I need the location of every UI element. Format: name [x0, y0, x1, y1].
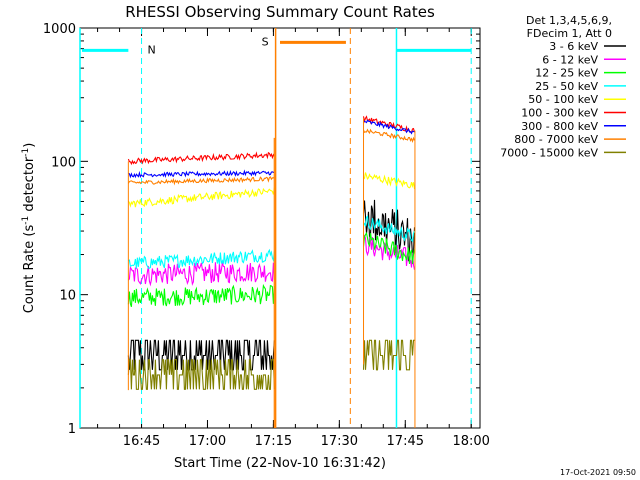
legend: Det 1,3,4,5,6,9,FDecim 1, Att 03 - 6 keV… — [500, 14, 626, 159]
legend-entry-label: 12 - 25 keV — [535, 67, 598, 80]
flag-label-n: N — [148, 43, 156, 56]
legend-entry-label: 25 - 50 keV — [535, 80, 598, 93]
series-line — [127, 262, 275, 287]
series-line — [362, 231, 416, 265]
series-line — [127, 359, 275, 390]
x-axis-label: Start Time (22-Nov-10 16:31:42) — [174, 456, 386, 471]
legend-entry-label: 3 - 6 keV — [549, 40, 598, 53]
x-tick-label: 18:00 — [452, 434, 489, 449]
series-line — [362, 199, 416, 262]
flag-label-s: S — [262, 35, 269, 48]
series-line — [363, 214, 415, 243]
y-axis-label-part: ) — [22, 143, 37, 148]
x-tick-label: 17:30 — [321, 434, 358, 449]
legend-entry-label: 100 - 300 keV — [521, 107, 598, 120]
series-line — [127, 151, 275, 166]
y-axis-label-superscript: -1 — [21, 216, 31, 225]
legend-entry-label: 50 - 100 keV — [528, 93, 598, 106]
series-line — [363, 172, 416, 190]
x-tick-label: 17:00 — [189, 434, 226, 449]
series-line — [128, 248, 275, 269]
series-line — [127, 176, 275, 186]
legend-entry-label: 7000 - 15000 keV — [500, 146, 598, 159]
y-tick-label: 1 — [68, 422, 76, 437]
x-tick-label: 17:45 — [387, 434, 424, 449]
series-line — [362, 128, 416, 143]
plot-area: 1 10 100 1000 16:45 17:00 17:15 17:30 17:45 18:00… — [43, 22, 490, 449]
y-tick-label: 100 — [51, 155, 76, 170]
y-tick-label: 1000 — [43, 22, 76, 37]
chart-title: RHESSI Observing Summary Count Rates — [125, 3, 435, 21]
legend-header: FDecim 1, Att 0 — [527, 27, 612, 40]
y-tick-label: 10 — [59, 289, 76, 304]
y-axis-label-superscript: -1 — [21, 148, 31, 157]
series-line — [362, 115, 416, 134]
series-line — [128, 169, 275, 179]
series-line — [362, 339, 415, 371]
legend-entry-label: 6 - 12 keV — [542, 53, 598, 66]
y-axis-label: Count Rate (s-1 detector-1) — [21, 143, 37, 314]
y-axis-label-part: detector — [22, 156, 37, 216]
y-axis-label-part: Count Rate (s — [22, 225, 37, 314]
legend-entry-label: 300 - 800 keV — [521, 120, 598, 133]
series-line — [363, 119, 415, 135]
legend-header: Det 1,3,4,5,6,9, — [526, 14, 612, 27]
series-line — [127, 187, 275, 208]
series-line — [127, 283, 275, 307]
x-tick-label: 16:45 — [123, 434, 160, 449]
legend-entry-label: 800 - 7000 keV — [514, 133, 598, 146]
footer-timestamp: 17-Oct-2021 09:50 — [560, 468, 636, 477]
x-tick-label: 17:15 — [255, 434, 292, 449]
